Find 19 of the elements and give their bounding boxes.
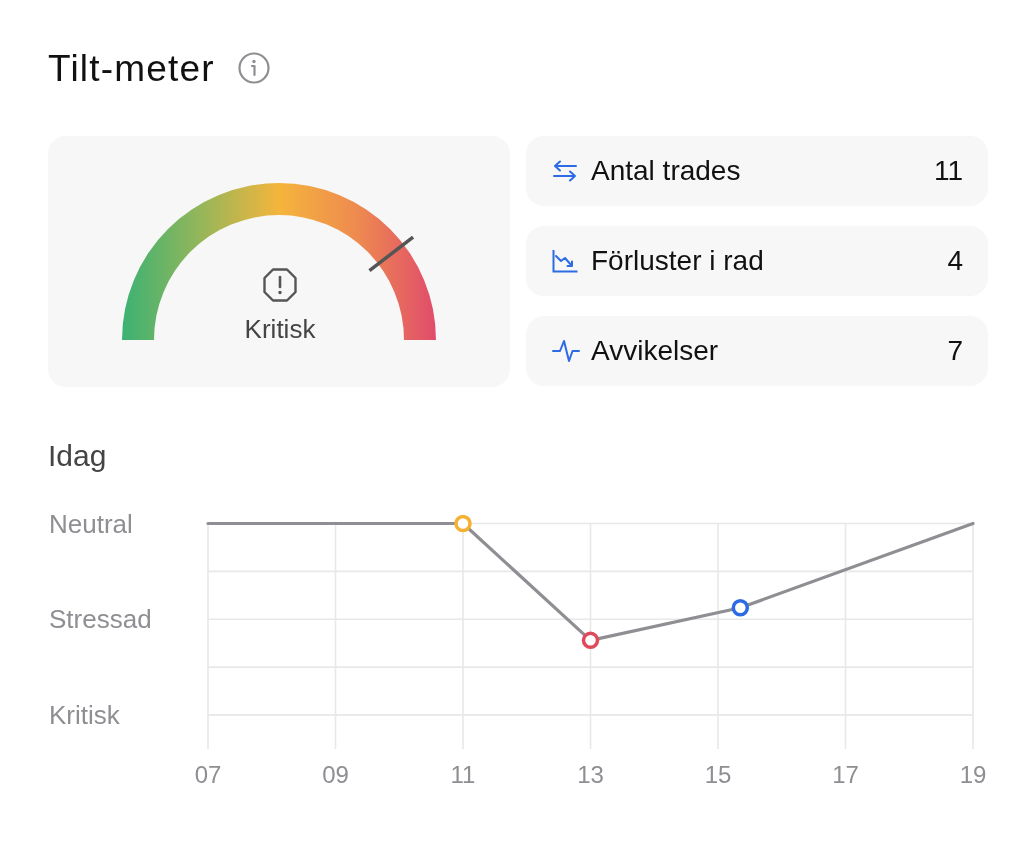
x-tick-label: 13 — [577, 760, 604, 788]
text: Antal trades — [591, 155, 741, 186]
text: Förluster i rad — [591, 245, 764, 276]
text: 7 — [947, 335, 963, 366]
category-label: Neutral — [49, 508, 133, 539]
x-tick-label: 17 — [832, 760, 859, 788]
x-tick-label: 15 — [704, 760, 732, 788]
text: 11 — [933, 155, 963, 186]
x-tick-label: 11 — [450, 760, 476, 788]
text: 4 — [947, 245, 963, 276]
chart-title: Idag — [48, 439, 107, 472]
category-label: Kritisk — [49, 700, 120, 730]
text: Avvikelser — [591, 335, 719, 366]
x-tick-label: 09 — [322, 760, 349, 788]
x-tick-label: 07 — [194, 760, 222, 788]
text: Kritisk — [244, 313, 317, 344]
text: Tilt-meter — [48, 48, 215, 89]
x-tick-label: 19 — [959, 760, 987, 788]
category-label: Stressad — [49, 604, 152, 635]
